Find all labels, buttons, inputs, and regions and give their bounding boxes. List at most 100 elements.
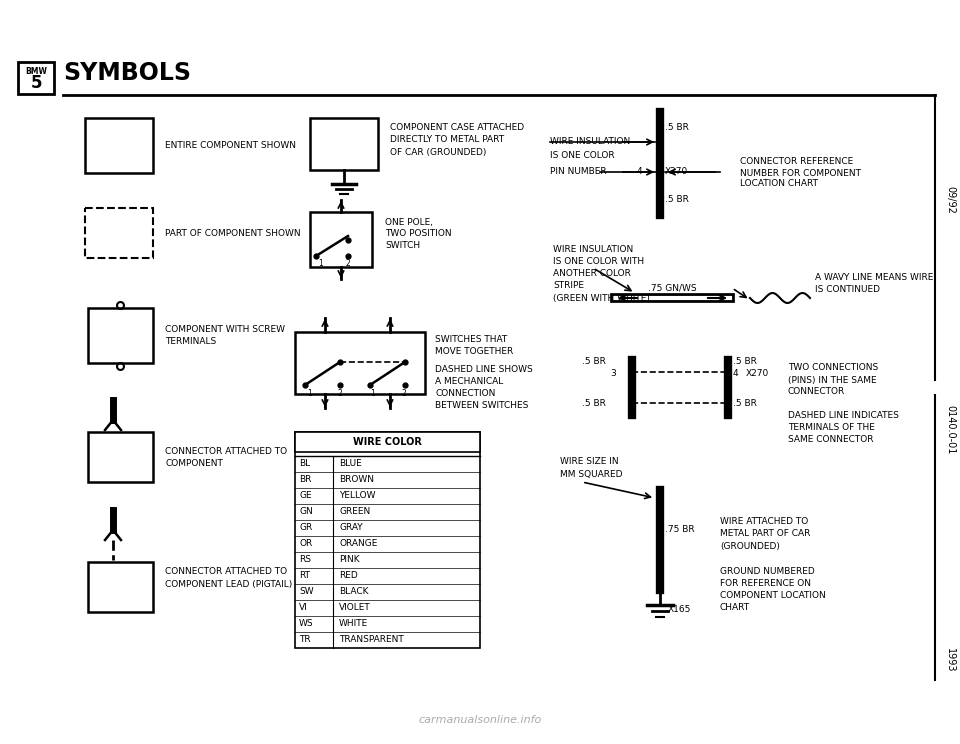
Text: .5 BR: .5 BR — [733, 358, 756, 367]
Text: .75 BR: .75 BR — [665, 525, 695, 534]
Text: NUMBER FOR COMPONENT: NUMBER FOR COMPONENT — [740, 168, 861, 178]
Text: CONNECTOR ATTACHED TO: CONNECTOR ATTACHED TO — [165, 568, 287, 577]
Text: SWITCHES THAT: SWITCHES THAT — [435, 336, 507, 344]
Text: GN: GN — [299, 507, 313, 516]
Text: WS: WS — [299, 620, 314, 629]
Text: YELLOW: YELLOW — [339, 492, 375, 501]
Text: BROWN: BROWN — [339, 475, 374, 484]
Text: .5 BR: .5 BR — [665, 196, 689, 205]
Text: FOR REFERENCE ON: FOR REFERENCE ON — [720, 580, 811, 589]
Text: GROUND NUMBERED: GROUND NUMBERED — [720, 568, 815, 577]
Text: VI: VI — [299, 603, 308, 612]
Text: TERMINALS: TERMINALS — [165, 338, 216, 347]
Text: WHITE: WHITE — [339, 620, 369, 629]
Bar — [88, 432, 153, 482]
Text: 2: 2 — [345, 258, 349, 268]
Text: CHART: CHART — [720, 603, 750, 612]
Bar — [18, 62, 54, 94]
Text: DASHED LINE INDICATES: DASHED LINE INDICATES — [788, 411, 899, 420]
Bar — [295, 332, 425, 394]
Bar — [295, 432, 480, 648]
Text: RS: RS — [299, 556, 311, 565]
Text: TR: TR — [299, 635, 311, 644]
Text: OF CAR (GROUNDED): OF CAR (GROUNDED) — [390, 147, 487, 156]
Text: .5 BR: .5 BR — [582, 399, 606, 408]
Text: COMPONENT CASE ATTACHED: COMPONENT CASE ATTACHED — [390, 124, 524, 132]
Text: SWITCH: SWITCH — [385, 242, 420, 251]
Text: COMPONENT: COMPONENT — [165, 460, 223, 469]
Text: BL: BL — [299, 460, 310, 469]
Text: (PINS) IN THE SAME: (PINS) IN THE SAME — [788, 376, 876, 385]
Text: CONNECTOR ATTACHED TO: CONNECTOR ATTACHED TO — [165, 447, 287, 457]
Text: BETWEEN SWITCHES: BETWEEN SWITCHES — [435, 402, 528, 411]
Bar — [310, 212, 372, 267]
Text: DASHED LINE SHOWS: DASHED LINE SHOWS — [435, 365, 533, 374]
Text: X165: X165 — [668, 606, 691, 615]
Text: 1: 1 — [307, 388, 312, 397]
Text: (GROUNDED): (GROUNDED) — [720, 542, 780, 551]
Text: (GREEN WITH WHITE): (GREEN WITH WHITE) — [553, 293, 650, 303]
Text: PART OF COMPONENT SHOWN: PART OF COMPONENT SHOWN — [165, 228, 300, 237]
Text: MOVE TOGETHER: MOVE TOGETHER — [435, 347, 514, 356]
Text: TERMINALS OF THE: TERMINALS OF THE — [788, 423, 875, 432]
Text: ENTIRE COMPONENT SHOWN: ENTIRE COMPONENT SHOWN — [165, 141, 296, 150]
Text: ORANGE: ORANGE — [339, 539, 377, 548]
Text: CONNECTOR REFERENCE: CONNECTOR REFERENCE — [740, 158, 853, 167]
Text: 1: 1 — [318, 258, 323, 268]
Text: WIRE ATTACHED TO: WIRE ATTACHED TO — [720, 518, 808, 527]
Text: STRIPE: STRIPE — [553, 281, 584, 290]
Bar — [295, 432, 480, 452]
Text: X270: X270 — [746, 370, 769, 379]
Bar — [310, 118, 378, 170]
Text: GE: GE — [299, 492, 312, 501]
Text: BMW: BMW — [25, 68, 47, 77]
Text: A WAVY LINE MEANS WIRE: A WAVY LINE MEANS WIRE — [815, 274, 933, 283]
Text: OR: OR — [299, 539, 312, 548]
Text: 1993: 1993 — [945, 648, 955, 673]
Text: COMPONENT WITH SCREW: COMPONENT WITH SCREW — [165, 326, 285, 335]
Text: .5 BR: .5 BR — [665, 123, 689, 132]
Text: LOCATION CHART: LOCATION CHART — [740, 179, 818, 188]
Text: 5: 5 — [31, 74, 41, 92]
Text: IS CONTINUED: IS CONTINUED — [815, 286, 880, 295]
Text: GR: GR — [299, 524, 312, 533]
Text: MM SQUARED: MM SQUARED — [560, 469, 622, 478]
Text: RT: RT — [299, 571, 310, 580]
Text: WIRE INSULATION: WIRE INSULATION — [550, 138, 631, 147]
Text: CONNECTOR: CONNECTOR — [788, 388, 845, 397]
Text: GREEN: GREEN — [339, 507, 371, 516]
Bar — [85, 208, 153, 258]
Text: 4: 4 — [636, 167, 642, 176]
Text: 1: 1 — [370, 388, 374, 397]
Text: .5 BR: .5 BR — [733, 399, 756, 408]
Text: ANOTHER COLOR: ANOTHER COLOR — [553, 269, 631, 278]
Text: carmanualsonline.info: carmanualsonline.info — [419, 715, 541, 725]
Bar — [88, 308, 153, 363]
Text: BLUE: BLUE — [339, 460, 362, 469]
Text: 4: 4 — [733, 370, 738, 379]
Text: 09/92: 09/92 — [945, 186, 955, 214]
Text: 2: 2 — [402, 388, 407, 397]
Text: TRANSPARENT: TRANSPARENT — [339, 635, 404, 644]
Text: IS ONE COLOR: IS ONE COLOR — [550, 150, 614, 159]
Text: DIRECTLY TO METAL PART: DIRECTLY TO METAL PART — [390, 135, 504, 144]
Text: GRAY: GRAY — [339, 524, 363, 533]
Text: ONE POLE,: ONE POLE, — [385, 217, 433, 226]
Text: SYMBOLS: SYMBOLS — [63, 61, 191, 85]
Text: BR: BR — [299, 475, 311, 484]
Bar — [85, 118, 153, 173]
Text: 0140.0-01: 0140.0-01 — [945, 405, 955, 455]
Text: .75 GN/WS: .75 GN/WS — [647, 283, 696, 292]
Text: A MECHANICAL: A MECHANICAL — [435, 377, 503, 386]
Text: 3: 3 — [610, 370, 615, 379]
Text: IS ONE COLOR WITH: IS ONE COLOR WITH — [553, 257, 644, 266]
Text: X270: X270 — [665, 167, 688, 176]
Text: CONNECTION: CONNECTION — [435, 390, 495, 399]
Text: RED: RED — [339, 571, 358, 580]
Text: COMPONENT LEAD (PIGTAIL): COMPONENT LEAD (PIGTAIL) — [165, 580, 292, 589]
Text: WIRE SIZE IN: WIRE SIZE IN — [560, 458, 618, 466]
Text: METAL PART OF CAR: METAL PART OF CAR — [720, 530, 810, 539]
Text: 2: 2 — [337, 388, 342, 397]
Text: SW: SW — [299, 588, 314, 597]
Text: WIRE COLOR: WIRE COLOR — [353, 437, 422, 447]
